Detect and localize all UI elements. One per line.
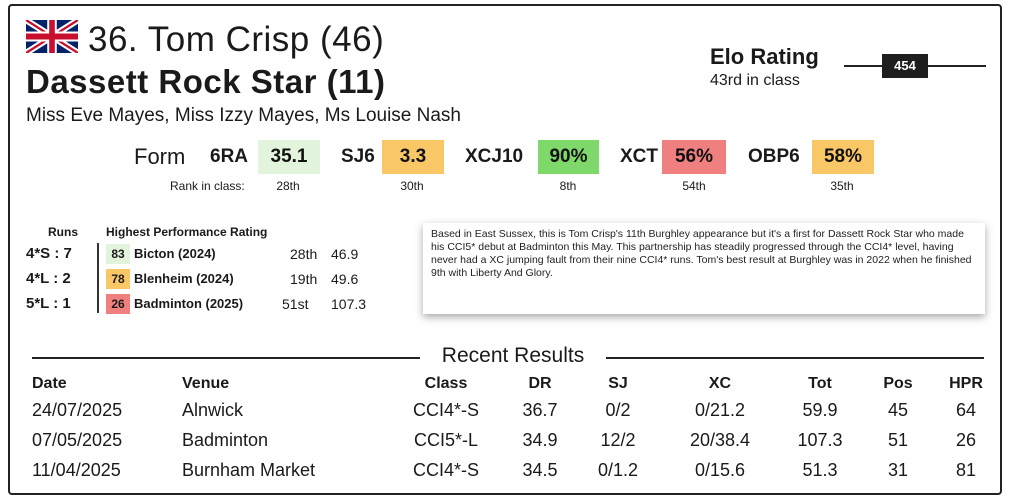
result-pos: 45 xyxy=(887,400,909,420)
owners-list: Miss Eve Mayes, Miss Izzy Mayes, Ms Loui… xyxy=(26,105,461,126)
result-venue: Alnwick xyxy=(182,400,244,420)
uk-flag-icon xyxy=(26,20,78,53)
hpr-score-4l: 78 xyxy=(106,269,130,289)
elo-value-badge: 454 xyxy=(882,54,928,78)
form-value-xct: 56% xyxy=(662,140,726,174)
rank-xcj10: 8th xyxy=(559,179,577,193)
form-label: Form xyxy=(134,144,186,169)
runs-header: Runs xyxy=(48,225,78,239)
result-venue: Burnham Market xyxy=(182,460,316,480)
form-value-sj6: 3.3 xyxy=(382,140,444,174)
result-venue: Badminton xyxy=(182,430,269,450)
result-pos: 31 xyxy=(887,460,909,480)
horse-profile-card: 36. Tom Crisp (46) Dassett Rock Star (11… xyxy=(8,4,1002,495)
hpr-pos-4s: 28th xyxy=(290,246,318,262)
hpr-score-5l: 26 xyxy=(106,294,130,314)
form-code-xcj10: XCJ10 xyxy=(465,146,524,167)
rank-6ra: 28th xyxy=(276,179,300,193)
rank-sj6: 30th xyxy=(400,179,424,193)
hpr-score-4s: 83 xyxy=(106,244,130,264)
result-xc: 0/15.6 xyxy=(694,460,746,480)
col-header-tot: Tot xyxy=(808,375,832,392)
form-code-6ra: 6RA xyxy=(210,146,249,167)
result-class: CCI4*-S xyxy=(412,460,479,480)
hpr-header: Highest Performance Rating xyxy=(106,225,268,239)
rank-xct: 54th xyxy=(682,179,706,193)
hpr-venue-4s: Bicton (2024) xyxy=(134,246,216,261)
result-xc: 20/38.4 xyxy=(689,430,751,450)
run-level-4s: 4*S : 7 xyxy=(26,245,72,262)
hpr-venue-5l: Badminton (2025) xyxy=(134,296,244,311)
form-value-obp6: 58% xyxy=(812,140,874,174)
result-date: 24/07/2025 xyxy=(32,400,123,420)
form-code-xct: XCT xyxy=(620,146,658,167)
horse-note: Based in East Sussex, this is Tom Crisp'… xyxy=(423,223,985,314)
rank-obp6: 35th xyxy=(830,179,854,193)
result-sj: 12/2 xyxy=(600,430,636,450)
run-level-4l: 4*L : 2 xyxy=(26,270,71,287)
rank-in-class-label: Rank in class: xyxy=(170,179,245,193)
result-date: 07/05/2025 xyxy=(32,430,123,450)
recent-results-rule-left xyxy=(32,357,422,359)
col-header-class: Class xyxy=(424,375,468,392)
result-xc: 0/21.2 xyxy=(694,400,746,420)
runs-divider xyxy=(97,243,99,313)
col-header-xc: XC xyxy=(708,375,732,392)
col-header-venue: Venue xyxy=(182,375,230,392)
recent-results-title: Recent Results xyxy=(420,342,606,370)
horse-name: Dassett Rock Star (11) xyxy=(26,63,386,100)
recent-results-rule-right xyxy=(604,357,984,359)
result-dr: 36.7 xyxy=(522,400,558,420)
col-header-sj: SJ xyxy=(608,375,628,392)
col-header-pos: Pos xyxy=(883,375,913,392)
result-class: CCI4*-S xyxy=(412,400,479,420)
hpr-value-4s: 46.9 xyxy=(331,246,359,262)
result-hpr: 26 xyxy=(955,430,977,450)
hpr-pos-5l: 51st xyxy=(282,296,309,312)
result-tot: 59.9 xyxy=(802,400,838,420)
hpr-pos-4l: 19th xyxy=(290,271,318,287)
form-value-6ra: 35.1 xyxy=(258,140,320,174)
result-sj: 0/2 xyxy=(605,400,631,420)
col-header-hpr: HPR xyxy=(949,375,983,392)
result-pos: 51 xyxy=(887,430,909,450)
result-hpr: 64 xyxy=(955,400,977,420)
col-header-dr: DR xyxy=(528,375,552,392)
result-tot: 51.3 xyxy=(802,460,838,480)
form-code-obp6: OBP6 xyxy=(748,146,800,167)
elo-class-rank: 43rd in class xyxy=(710,72,800,89)
hpr-venue-4l: Blenheim (2024) xyxy=(134,271,234,286)
run-level-5l: 5*L : 1 xyxy=(26,295,71,312)
result-tot: 107.3 xyxy=(797,430,843,450)
result-hpr: 81 xyxy=(955,460,977,480)
hpr-value-4l: 49.6 xyxy=(331,271,359,287)
result-dr: 34.5 xyxy=(522,460,558,480)
result-dr: 34.9 xyxy=(522,430,558,450)
rider-name: 36. Tom Crisp (46) xyxy=(88,20,385,59)
result-date: 11/04/2025 xyxy=(32,460,121,480)
result-class: CCI5*-L xyxy=(413,430,479,450)
elo-title: Elo Rating xyxy=(710,44,819,69)
hpr-value-5l: 107.3 xyxy=(331,296,367,312)
form-value-xcj10: 90% xyxy=(538,140,599,174)
result-sj: 0/1.2 xyxy=(597,460,639,480)
col-header-date: Date xyxy=(32,375,67,392)
form-code-sj6: SJ6 xyxy=(341,146,375,167)
